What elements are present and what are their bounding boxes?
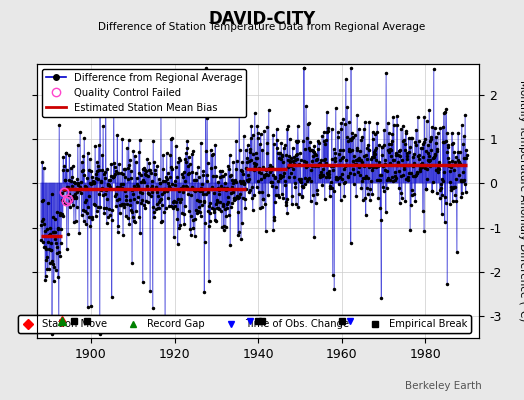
Y-axis label: Monthly Temperature Anomaly Difference (°C): Monthly Temperature Anomaly Difference (… bbox=[518, 80, 524, 322]
Text: Difference of Station Temperature Data from Regional Average: Difference of Station Temperature Data f… bbox=[99, 22, 425, 32]
Text: Berkeley Earth: Berkeley Earth bbox=[406, 381, 482, 391]
Legend: Station Move, Record Gap, Time of Obs. Change, Empirical Break: Station Move, Record Gap, Time of Obs. C… bbox=[18, 315, 472, 333]
Text: DAVID-CITY: DAVID-CITY bbox=[209, 10, 315, 28]
